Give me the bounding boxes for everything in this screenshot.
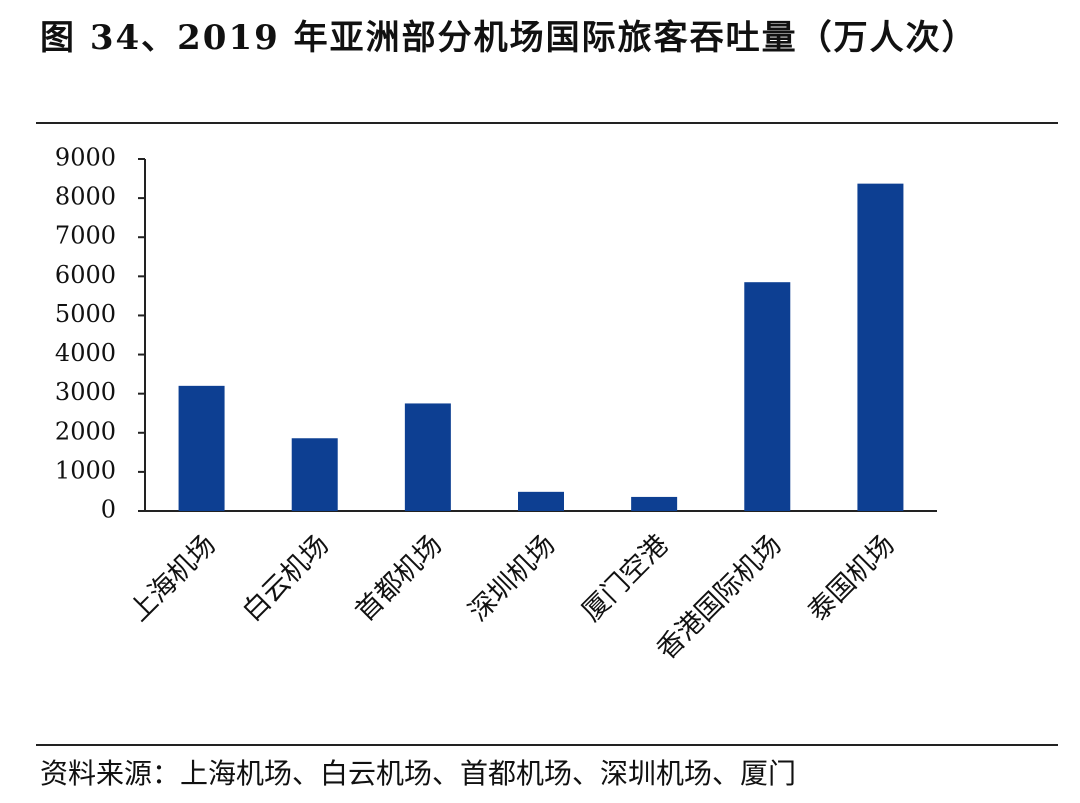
source-note: 资料来源：上海机场、白云机场、首都机场、深圳机场、厦门 [40,757,797,790]
bar [744,282,791,511]
chart-title: 图 34、2019 年亚洲部分机场国际旅客吞吐量（万人次） [40,18,978,58]
bar [631,496,678,511]
y-tick-label: 0 [101,496,116,524]
y-tick-label: 7000 [55,222,116,250]
x-tick-label: 白云机场 [237,529,335,627]
x-tick-label: 首都机场 [350,529,448,627]
x-tick-label: 深圳机场 [463,529,561,627]
y-tick-label: 6000 [55,261,116,289]
y-tick-label: 9000 [55,144,116,172]
bar [857,183,904,511]
y-tick-label: 2000 [55,417,116,445]
x-tick-label: 上海机场 [124,529,222,627]
y-tick-label: 5000 [55,300,116,328]
x-tick-label: 泰国机场 [802,529,900,627]
bar [404,403,451,511]
bar [518,491,564,511]
bar [291,438,338,511]
y-tick-label: 3000 [55,378,116,406]
x-tick-label: 厦门空港 [576,529,674,627]
bar [178,385,225,511]
y-tick-label: 1000 [55,456,116,484]
y-tick-label: 4000 [55,339,116,367]
y-tick-label: 8000 [55,183,116,211]
